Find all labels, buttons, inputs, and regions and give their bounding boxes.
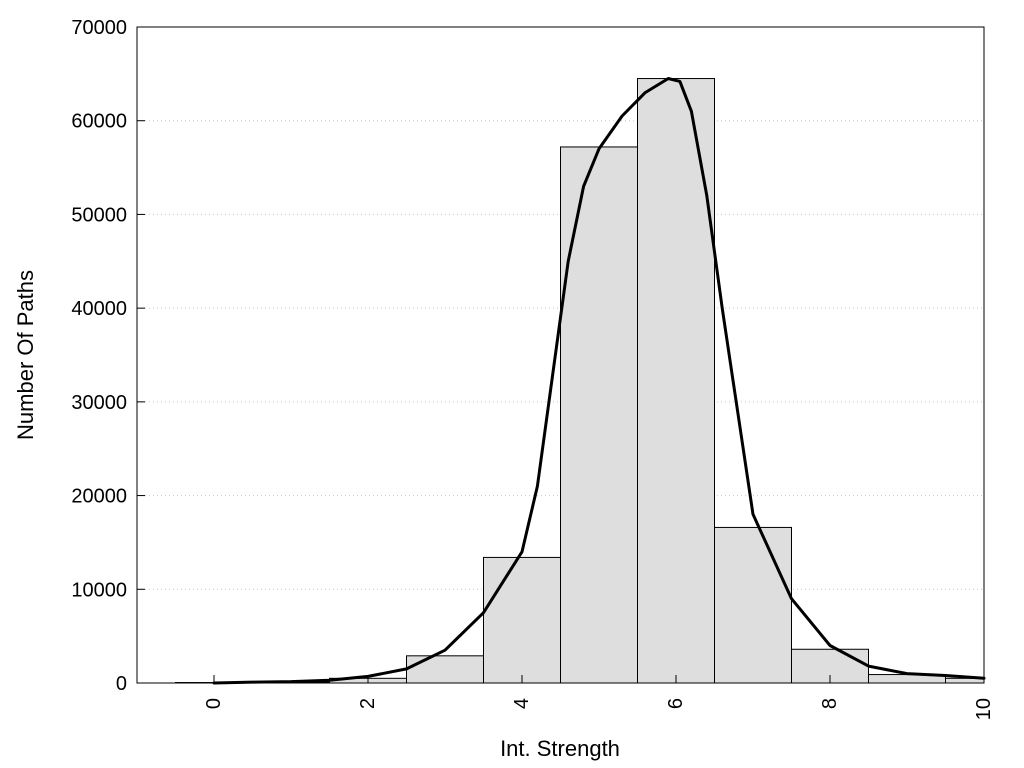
density-curve-layer bbox=[212, 77, 986, 685]
x-tick-label: 6 bbox=[665, 698, 687, 709]
bar bbox=[637, 78, 715, 684]
y-tick-label: 0 bbox=[116, 673, 127, 695]
y-axis-title: Number Of Paths bbox=[13, 270, 38, 440]
y-tick-label: 60000 bbox=[71, 111, 127, 133]
bar bbox=[483, 556, 561, 684]
bars bbox=[175, 78, 985, 684]
axis-ticks: 0 10000 20000 30000 40000 50000 60000 70000 0 2 4 6… bbox=[71, 17, 995, 720]
x-tick-label: 4 bbox=[511, 698, 533, 709]
density-curve bbox=[212, 77, 986, 685]
x-tick-label: 2 bbox=[357, 698, 379, 709]
bar bbox=[560, 146, 638, 684]
bar bbox=[714, 526, 792, 684]
x-tick-label: 0 bbox=[203, 698, 225, 709]
x-axis-title: Int. Strength bbox=[500, 736, 620, 761]
y-tick-label: 20000 bbox=[71, 486, 127, 508]
y-tick-label: 10000 bbox=[71, 579, 127, 601]
y-tick-label: 70000 bbox=[71, 17, 127, 39]
y-tick-label: 50000 bbox=[71, 204, 127, 226]
y-tick-label: 30000 bbox=[71, 392, 127, 414]
y-tick-label: 40000 bbox=[71, 298, 127, 320]
x-tick-label: 8 bbox=[819, 698, 841, 709]
x-tick-label: 10 bbox=[973, 698, 995, 720]
plot-frame bbox=[136, 26, 985, 684]
bar bbox=[406, 655, 484, 684]
